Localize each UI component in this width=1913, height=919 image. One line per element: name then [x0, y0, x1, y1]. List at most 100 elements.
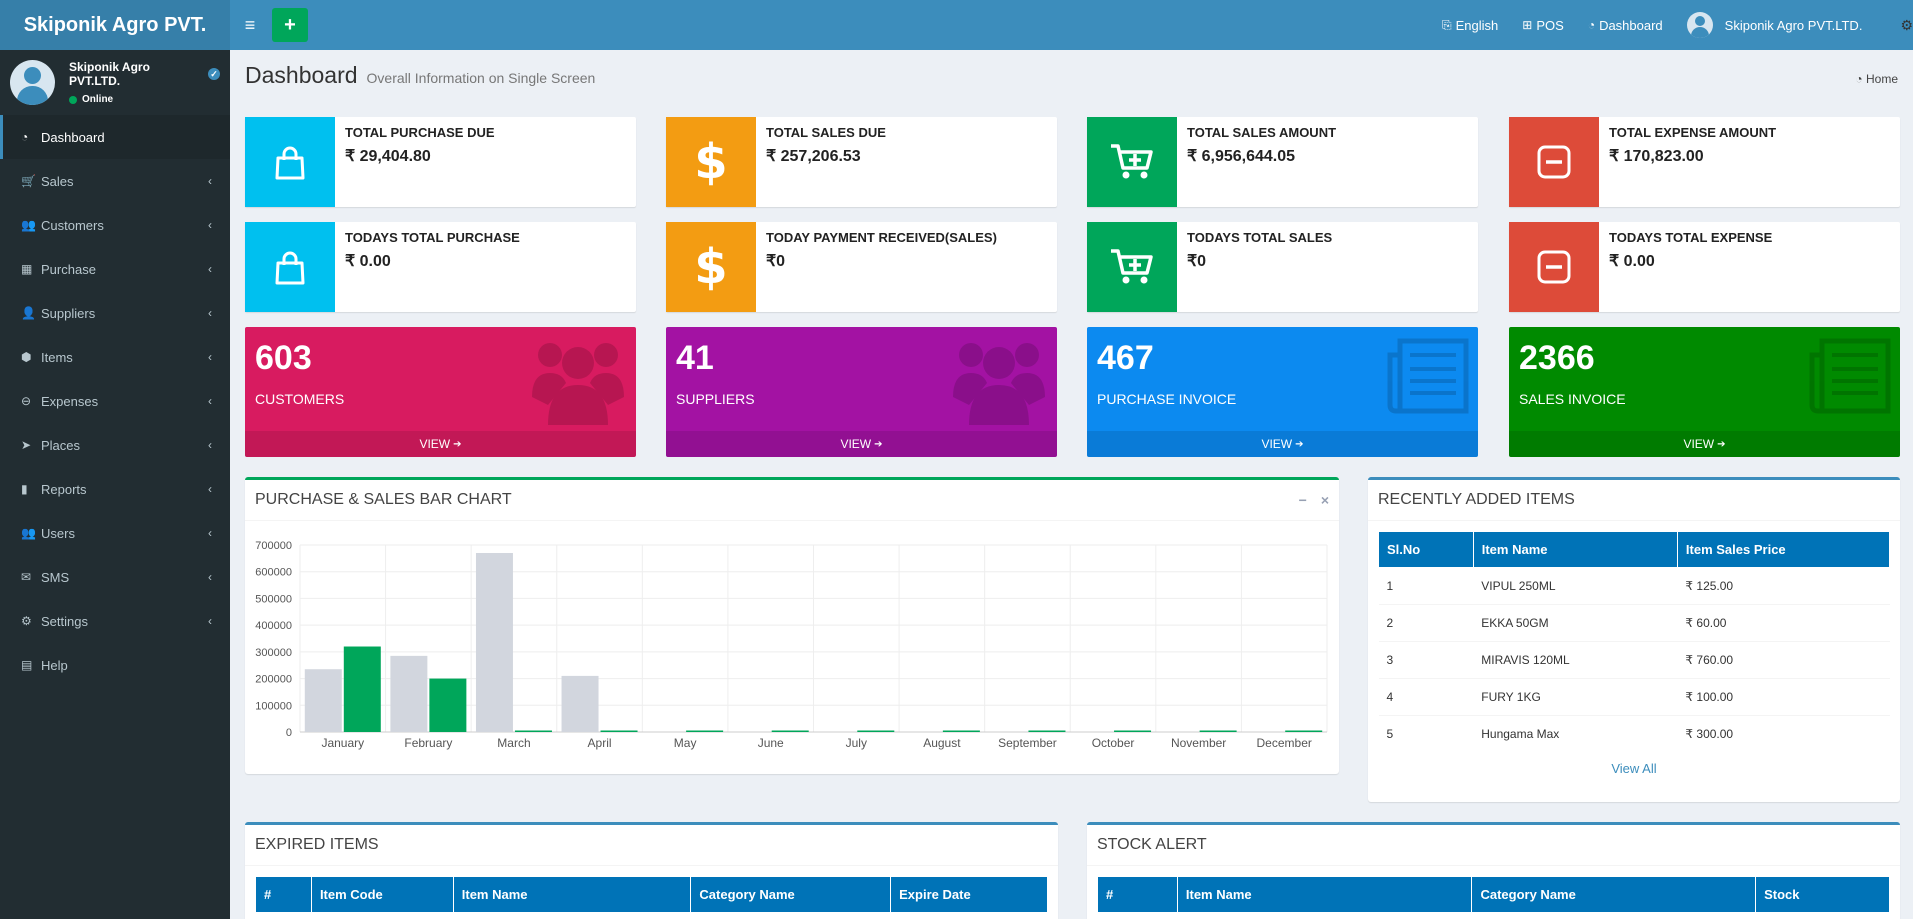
sidebar-item-sales[interactable]: 🛒 Sales ‹	[0, 159, 230, 203]
bar-chart-icon: ▮	[21, 482, 28, 496]
bar-november-series-1	[1199, 730, 1237, 732]
x-tick-label: November	[1171, 736, 1226, 750]
bar-january-series-0	[304, 669, 342, 732]
chevron-left-icon: ‹	[208, 438, 212, 452]
table-cell: 3	[1378, 641, 1474, 679]
info-box-value: ₹0	[1187, 253, 1207, 270]
page-title: Dashboard	[245, 62, 358, 88]
view-all-link[interactable]: View All	[1611, 760, 1657, 776]
x-tick-label: September	[998, 736, 1057, 750]
sidebar-item-customers[interactable]: 👥 Customers ‹	[0, 203, 230, 247]
cubes-icon: ⬢	[21, 350, 32, 364]
table-header: #	[255, 876, 312, 913]
expired-items-panel: EXPIRED ITEMS # Item Code Item Name Categor…	[245, 822, 1058, 919]
sidebar-item-label: Places	[41, 437, 81, 453]
info-box-label: TOTAL PURCHASE DUE	[345, 125, 495, 140]
nav-dashboard[interactable]: ◔ Dashboard	[1576, 0, 1675, 50]
chart-panel-title: PURCHASE & SALES BAR CHART	[255, 491, 512, 508]
stock-alert-table: # Item Name Category Name Stock	[1097, 876, 1890, 913]
view-label: VIEW	[1683, 437, 1715, 451]
info-box-value: ₹ 0.00	[1609, 253, 1655, 270]
small-box-view-link[interactable]: VIEW ➔	[666, 431, 1057, 457]
chevron-left-icon: ‹	[208, 174, 212, 188]
sidebar-item-label: Sales	[41, 173, 74, 189]
sidebar-item-dashboard[interactable]: ◔ Dashboard	[0, 115, 230, 159]
user-name: Skiponik Agro PVT.LTD.	[69, 60, 150, 88]
sidebar-item-sms[interactable]: ✉ SMS ‹	[0, 555, 230, 599]
brand-name: Skiponik Agro PVT.	[23, 13, 207, 36]
verified-icon: ✓	[208, 68, 220, 80]
info-box: TODAYS TOTAL SALES ₹0	[1087, 222, 1478, 312]
sidebar-item-suppliers[interactable]: 👤 Suppliers ‹	[0, 291, 230, 335]
chevron-left-icon: ‹	[208, 306, 212, 320]
sidebar-item-settings[interactable]: ⚙ Settings ‹	[0, 599, 230, 643]
sidebar-toggle-icon[interactable]: ≡	[244, 14, 256, 35]
cogs-icon: ⚙	[21, 614, 32, 628]
table-cell: 4	[1378, 678, 1474, 716]
brand-logo[interactable]: Skiponik Agro PVT.	[0, 0, 230, 50]
bar-chart: 0 100000 200000 300000 400000 500000 600000 700…	[255, 540, 1328, 750]
table-header: Sl.No	[1378, 531, 1474, 568]
table-row: 3 MIRAVIS 120ML ₹ 760.00	[1378, 641, 1890, 679]
info-box-label: TODAYS TOTAL EXPENSE	[1609, 230, 1773, 245]
paper-plane-icon: ➤	[21, 438, 32, 452]
dollar-icon: $	[666, 117, 756, 207]
sidebar-item-reports[interactable]: ▮ Reports ‹	[0, 467, 230, 511]
sidebar-item-expenses[interactable]: ⊖ Expenses ‹	[0, 379, 230, 423]
stock-alert-title: STOCK ALERT	[1097, 836, 1207, 853]
cart-plus-icon	[1087, 222, 1177, 312]
sidebar-item-items[interactable]: ⬢ Items ‹	[0, 335, 230, 379]
info-box: TOTAL EXPENSE AMOUNT ₹ 170,823.00	[1509, 117, 1900, 207]
view-label: VIEW	[840, 437, 872, 451]
nav-pos[interactable]: ⊞ POS	[1510, 0, 1576, 50]
sidebar-item-help[interactable]: ▤ Help	[0, 643, 230, 687]
small-box-view-link[interactable]: VIEW ➔	[245, 431, 636, 457]
x-tick-label: March	[497, 736, 530, 750]
x-tick-label: April	[588, 736, 612, 750]
x-tick-label: February	[404, 736, 452, 750]
sidebar-item-purchase[interactable]: ▦ Purchase ‹	[0, 247, 230, 291]
small-box-view-link[interactable]: VIEW ➔	[1509, 431, 1900, 457]
cart-icon: 🛒	[21, 174, 36, 188]
add-new-button[interactable]: +	[272, 8, 308, 42]
bag-icon	[245, 222, 335, 312]
minus-square-icon	[1509, 117, 1599, 207]
envelope-icon: ✉	[21, 570, 32, 584]
small-box-label: PURCHASE INVOICE	[1097, 391, 1237, 407]
bar-october-series-1	[1114, 730, 1152, 732]
language-icon: ⎘	[1442, 17, 1452, 32]
grid-icon: ▦	[21, 262, 33, 276]
y-tick-label: 0	[286, 727, 292, 739]
sidebar-item-users[interactable]: 👥 Users ‹	[0, 511, 230, 555]
nav-language[interactable]: ⎘ English	[1430, 0, 1510, 50]
x-tick-label: May	[674, 736, 697, 750]
small-box-view-link[interactable]: VIEW ➔	[1087, 431, 1478, 457]
sidebar-item-places[interactable]: ➤ Places ‹	[0, 423, 230, 467]
close-icon[interactable]: ×	[1320, 492, 1329, 508]
small-box-sales-invoice: 2366 SALES INVOICE VIEW ➔	[1509, 327, 1900, 457]
table-cell: 1	[1378, 567, 1474, 605]
users-icon	[949, 335, 1049, 428]
breadcrumb[interactable]: ◔ Home	[1855, 72, 1898, 86]
nav-pos-label: POS	[1536, 17, 1564, 33]
bag-icon	[245, 117, 335, 207]
sidebar-item-label: SMS	[41, 569, 70, 585]
x-tick-label: August	[923, 736, 961, 750]
table-cell: ₹ 125.00	[1677, 567, 1890, 605]
table-cell: FURY 1KG	[1473, 678, 1678, 716]
sidebar-item-label: Items	[41, 349, 73, 365]
table-cell: 2	[1378, 604, 1474, 642]
small-box-suppliers: 41 SUPPLIERS VIEW ➔	[666, 327, 1057, 457]
chevron-left-icon: ‹	[208, 394, 212, 408]
collapse-icon[interactable]: −	[1298, 492, 1307, 508]
user-menu[interactable]: Skiponik Agro PVT.LTD.	[1675, 0, 1879, 50]
content-header: Dashboard Overall Information on Single …	[245, 62, 1898, 92]
small-box-number: 2366	[1519, 339, 1595, 377]
user-plus-icon: 👤	[21, 306, 36, 320]
arrow-circle-right-icon: ➔	[1295, 438, 1304, 450]
y-tick-label: 300000	[255, 647, 292, 659]
user-avatar-icon	[1686, 12, 1713, 38]
table-header: Item Name	[1472, 531, 1678, 568]
minus-circle-icon: ⊖	[21, 394, 32, 408]
control-sidebar-gear-icon[interactable]: ⚙	[1900, 16, 1913, 33]
